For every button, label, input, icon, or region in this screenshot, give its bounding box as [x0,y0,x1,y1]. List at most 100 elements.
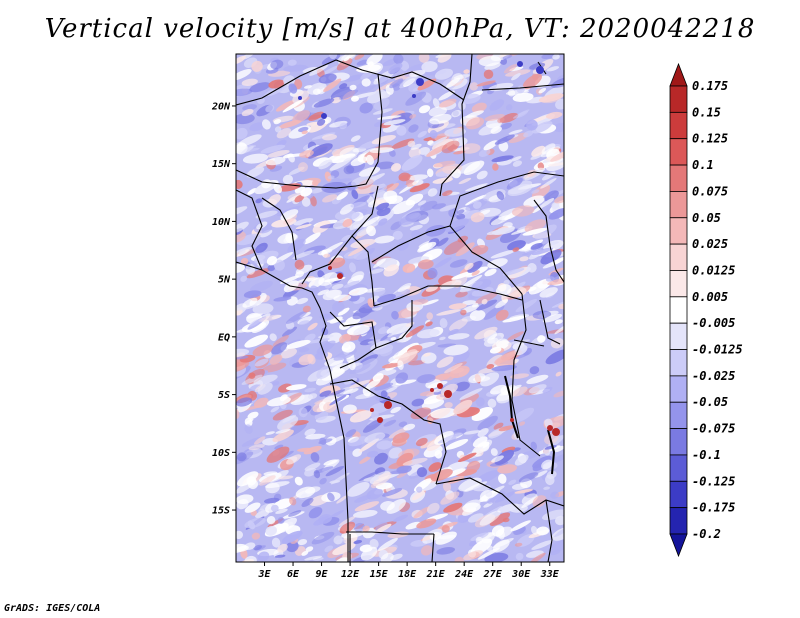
field-patch [241,108,254,117]
field-patch [495,309,509,321]
field-patch [373,258,386,268]
field-patch [548,208,564,220]
field-patch [382,488,403,497]
field-patch [372,373,384,382]
lat-label: 10S [212,448,230,459]
field-patch [403,423,416,431]
field-patch [266,396,291,407]
field-patch [415,437,428,447]
field-patch [463,550,484,561]
field-patch [323,401,337,413]
convective-cell [298,96,302,100]
field-patch [293,218,314,226]
field-patch [417,200,427,206]
field-patch [298,347,310,353]
field-patch [476,299,498,311]
field-patch [402,74,417,86]
colorbar-swatch [669,243,688,271]
field-patch [372,108,393,115]
field-patch [522,227,548,236]
field-patch [351,175,376,188]
field-patch [480,372,500,387]
field-patch [236,494,254,505]
field-patch [238,249,246,255]
field-patch [483,140,498,151]
field-patch [485,491,493,497]
field-patch [530,441,538,451]
field-patch [236,127,248,140]
field-patch [327,492,335,502]
lat-label: 15N [212,159,231,170]
field-patch [255,242,268,254]
field-patch [434,68,454,80]
colorbar-label: -0.05 [692,395,728,409]
field-patch [458,452,477,463]
field-patch [365,378,381,390]
field-patch [349,410,373,423]
field-patch [276,128,292,139]
field-patch [463,430,481,435]
field-patch [462,300,476,306]
field-patch [260,229,273,238]
field-patch [269,354,283,365]
field-patch [282,174,294,185]
field-patch [532,495,547,508]
field-patch [513,358,519,364]
field-patch [551,526,564,541]
field-patch [263,497,280,504]
field-patch [506,177,523,190]
field-patch [362,216,380,228]
field-patch [393,54,404,65]
field-patch [322,134,337,141]
field-patch [490,448,498,456]
field-patch [449,318,468,332]
field-patch [531,247,554,256]
field-patch [329,509,344,519]
colorbar-label: -0.125 [692,474,735,488]
field-patch [342,218,353,228]
field-patch [465,194,487,206]
convective-cell [416,78,424,86]
colorbar-swatch [669,270,688,298]
field-patch [360,546,378,561]
field-patch [508,129,523,135]
field-patch [503,64,518,74]
field-patch [483,304,505,320]
field-patch [449,259,468,268]
field-patch [236,348,250,357]
field-patch [349,379,371,389]
field-patch [512,247,520,252]
field-patch [323,253,331,258]
field-patch [483,334,493,342]
field-patch [363,477,380,482]
field-patch [435,531,457,545]
colorbar-swatch [669,85,688,113]
colorbar-label: 0.025 [692,237,728,251]
convective-cell [377,417,383,423]
field-patch [377,537,398,551]
field-patch [460,115,477,124]
field-patch [351,271,365,282]
field-patch [265,431,275,435]
field-patch [270,59,284,70]
field-patch [341,234,351,242]
field-patch [491,227,515,235]
field-patch [442,481,452,492]
field-patch [342,341,356,353]
field-patch [366,225,376,237]
field-patch [496,191,505,200]
field-patch [236,55,246,65]
field-patch [308,111,324,121]
field-patch [236,113,255,125]
field-patch [492,163,499,171]
field-patch [288,83,298,94]
field-patch [290,394,313,406]
field-patch [433,388,442,393]
field-patch [343,388,359,395]
field-patch [499,384,522,396]
field-patch [362,525,370,532]
field-patch [236,360,250,374]
field-patch [512,407,535,423]
field-patch [500,122,512,130]
border-lake-tanganyika [504,375,519,439]
